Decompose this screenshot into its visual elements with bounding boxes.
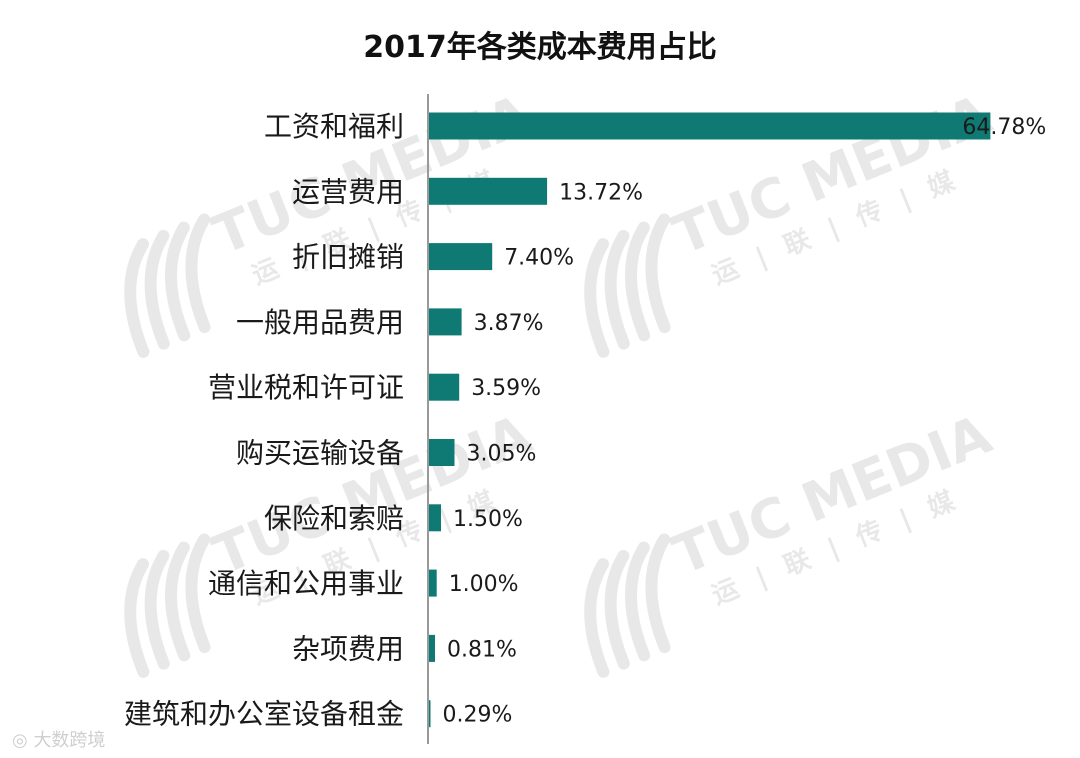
data-label: 3.87% [474, 311, 544, 336]
category-label: 杂项费用 [292, 632, 404, 665]
category-label: 保险和索赔 [264, 502, 404, 535]
watermark-logo-stroke [645, 213, 671, 334]
watermark-logo-stroke [604, 229, 630, 350]
data-label: 0.29% [443, 703, 513, 728]
data-label: 3.59% [471, 376, 541, 401]
data-label: 7.40% [504, 246, 574, 271]
category-label: 折旧摊销 [292, 241, 404, 274]
bar [428, 243, 493, 271]
category-label: 营业税和许可证 [208, 371, 404, 404]
watermark-logo-stroke [645, 533, 671, 654]
bars-group: 工资和福利 64.78% 运营费用 13.72% 折旧摊销 7.40% 一般用品费用 3.87… [124, 110, 1046, 731]
bar [428, 177, 548, 205]
watermark-logo-stroke [124, 238, 150, 358]
chart-title: 2017年各类成本费用占比 [363, 30, 717, 65]
watermark-logo-stroke [185, 213, 211, 334]
bar [428, 439, 455, 466]
data-label: 3.05% [467, 442, 537, 467]
data-label: 0.81% [447, 637, 517, 662]
watermark-logo-stroke [144, 549, 170, 670]
category-label: 运营费用 [292, 175, 404, 208]
bar [428, 700, 431, 728]
watermark-logo-stroke [625, 541, 651, 662]
watermark-logo-stroke [165, 541, 191, 662]
watermark-logo-stroke [165, 221, 191, 342]
category-label: 通信和公用事业 [208, 567, 404, 600]
data-label: 13.72% [559, 180, 643, 205]
data-label: 64.78% [962, 115, 1046, 140]
watermark-logo-stroke [185, 533, 211, 654]
bar [428, 373, 460, 401]
watermark-logo-stroke [584, 238, 610, 358]
bar [428, 569, 437, 597]
bar [428, 504, 441, 532]
bar [428, 634, 435, 662]
data-label: 1.50% [453, 507, 523, 532]
credit-watermark: ◎ 大数跨境 [12, 730, 106, 751]
bar [428, 112, 991, 140]
credit-text: 大数跨境 [33, 730, 106, 751]
category-label: 建筑和办公室设备租金 [124, 698, 404, 731]
category-label: 购买运输设备 [236, 437, 404, 470]
watermark-logo-stroke [584, 558, 610, 678]
category-label: 工资和福利 [264, 110, 404, 143]
category-label: 一般用品费用 [236, 306, 404, 339]
watermark-logo-stroke [144, 229, 170, 350]
watermark-logo-stroke [604, 549, 630, 670]
data-label: 1.00% [449, 572, 519, 597]
watermark-logo-stroke [625, 221, 651, 342]
bar [428, 308, 462, 336]
watermark-logo-stroke [124, 558, 150, 678]
